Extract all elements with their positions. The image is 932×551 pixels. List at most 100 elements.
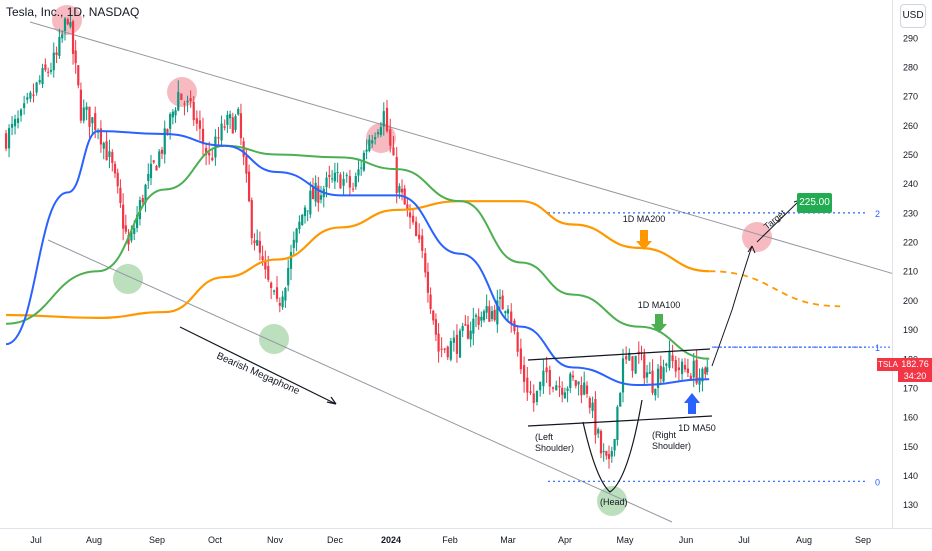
candle xyxy=(41,63,44,89)
candle-body xyxy=(237,109,240,115)
candle-body xyxy=(411,215,415,223)
candle-body xyxy=(55,52,58,56)
candle xyxy=(692,353,695,388)
candle xyxy=(498,289,502,309)
candle-body xyxy=(421,235,424,251)
candle xyxy=(360,160,363,176)
time-tick-Oct: Oct xyxy=(208,535,223,545)
candle-body xyxy=(446,346,449,358)
candle xyxy=(574,380,577,389)
candle xyxy=(79,82,83,124)
candle-body xyxy=(440,348,443,350)
candle xyxy=(677,357,681,382)
candle xyxy=(686,358,689,378)
candle xyxy=(108,139,111,169)
candle-body xyxy=(398,186,401,193)
candle xyxy=(217,126,220,146)
candle xyxy=(542,359,545,394)
fib-label-1: 1 xyxy=(875,343,880,353)
candle-body xyxy=(406,204,409,209)
ma200-line-projection xyxy=(709,270,841,308)
candle xyxy=(392,135,395,156)
candle-body xyxy=(58,36,61,56)
candle-body xyxy=(245,156,248,174)
candle-body xyxy=(452,337,455,343)
candle xyxy=(434,313,438,342)
candle-body xyxy=(574,380,577,386)
candle xyxy=(253,233,256,251)
candle-body xyxy=(189,98,192,102)
candle-body xyxy=(250,200,253,239)
candle xyxy=(569,371,572,393)
candle xyxy=(272,289,276,295)
candle xyxy=(55,46,58,64)
candle-body xyxy=(158,151,161,167)
price-axis[interactable] xyxy=(892,0,932,528)
candle-body xyxy=(668,351,671,368)
candle-body xyxy=(49,69,53,72)
candle-body xyxy=(610,450,613,457)
candle xyxy=(571,370,575,382)
candle xyxy=(519,338,522,375)
candle xyxy=(119,179,122,208)
time-axis[interactable] xyxy=(0,528,932,551)
candle-body xyxy=(79,89,83,121)
candle-body xyxy=(270,282,273,288)
candle-body xyxy=(365,149,368,152)
candle xyxy=(496,289,499,333)
candle xyxy=(616,405,619,446)
candle xyxy=(32,83,35,103)
candle xyxy=(400,179,404,201)
candle-body xyxy=(671,355,674,362)
megaphone-lower-line xyxy=(47,239,673,523)
candle-body xyxy=(591,402,594,411)
candle-body xyxy=(645,372,649,378)
candle-body xyxy=(613,438,616,451)
candle-body xyxy=(47,71,50,73)
candle-body xyxy=(198,120,202,129)
price-tick-280: 280 xyxy=(903,62,918,72)
candle-body xyxy=(651,370,654,393)
candle xyxy=(339,172,342,189)
candle xyxy=(330,170,334,183)
time-tick-Jul: Jul xyxy=(30,535,42,545)
candle xyxy=(306,210,309,222)
candle xyxy=(418,223,421,243)
candle xyxy=(446,345,449,361)
candle xyxy=(111,149,114,172)
candle xyxy=(58,28,61,59)
candle-body xyxy=(169,114,172,129)
candle-body xyxy=(482,311,486,321)
candle-body xyxy=(469,330,472,340)
candle-body xyxy=(498,297,502,299)
candle xyxy=(365,139,368,160)
candle-body xyxy=(333,172,336,182)
candle xyxy=(529,380,532,396)
candle-body xyxy=(19,109,23,116)
candle xyxy=(47,67,50,78)
candle-body xyxy=(619,392,622,407)
candle xyxy=(680,358,684,380)
candle-body xyxy=(88,106,91,127)
candle xyxy=(668,340,671,371)
candle-body xyxy=(656,368,660,388)
candle-body xyxy=(330,178,334,180)
candle-body xyxy=(704,367,707,375)
candle-body xyxy=(455,334,459,354)
candle xyxy=(526,366,529,401)
candle xyxy=(239,103,243,146)
currency-button[interactable]: USD xyxy=(900,4,926,28)
candle-body xyxy=(477,316,480,325)
megaphone-label: Bearish Megaphone xyxy=(215,351,302,398)
candle-body xyxy=(29,92,32,99)
candle-body xyxy=(395,156,398,193)
candle-body xyxy=(105,141,108,161)
candle xyxy=(4,129,8,152)
candle xyxy=(555,380,558,391)
ma200-down-arrow xyxy=(636,230,652,250)
price-tick-200: 200 xyxy=(903,296,918,306)
candle-body xyxy=(23,103,26,108)
candle-body xyxy=(247,171,251,202)
candle xyxy=(295,227,298,252)
